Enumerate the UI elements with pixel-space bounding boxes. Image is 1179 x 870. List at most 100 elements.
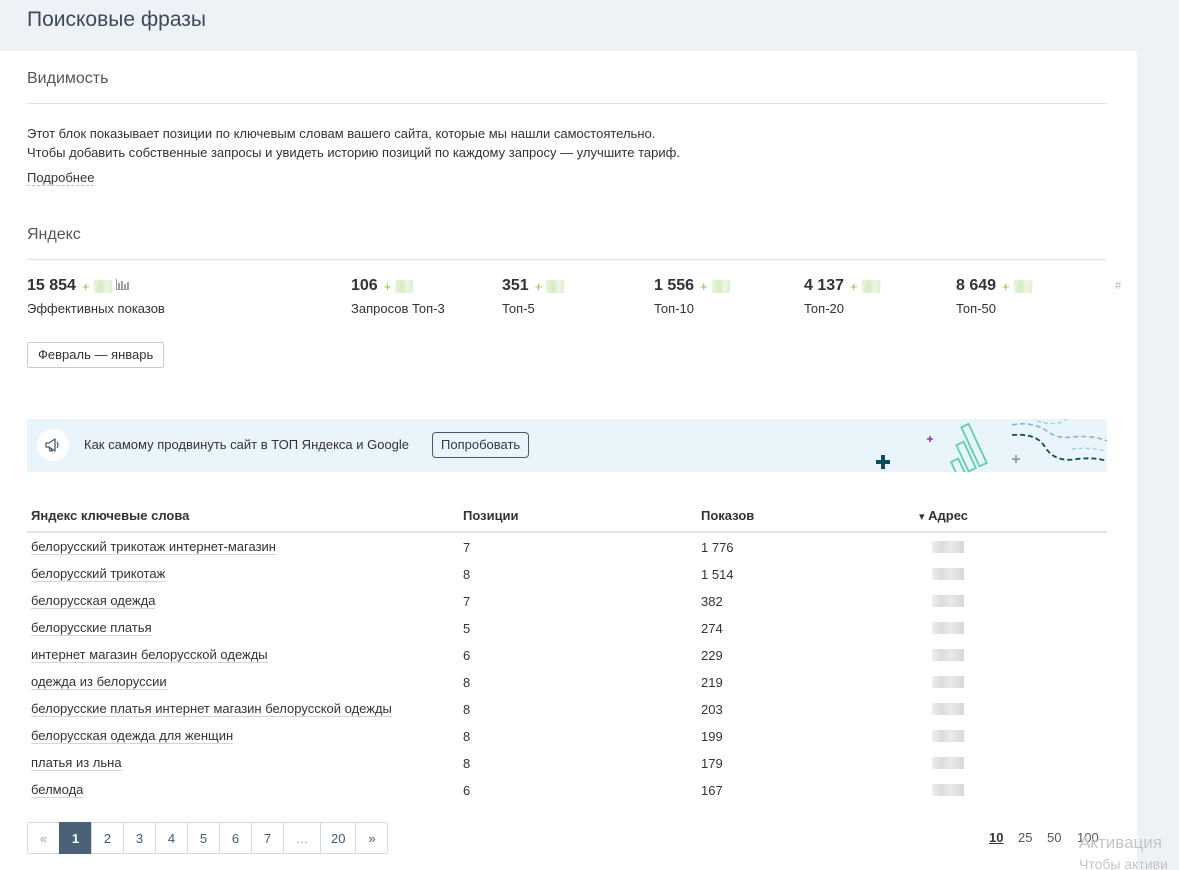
- promo-banner: Как самому продвинуть сайт в ТОП Яндекса…: [27, 419, 1107, 472]
- address-cell-hidden: [932, 676, 964, 688]
- visibility-description: Этот блок показывает позиции по ключевым…: [27, 124, 680, 162]
- keyword-link[interactable]: белорусский трикотаж: [31, 566, 166, 582]
- page-button-7[interactable]: 7: [251, 822, 284, 854]
- page-button-2[interactable]: 2: [91, 822, 124, 854]
- stat-label: Топ-20: [804, 301, 844, 317]
- page-size-10[interactable]: 10: [989, 830, 1004, 845]
- position-cell: 8: [463, 567, 471, 582]
- address-cell-hidden: [932, 649, 964, 661]
- keyword-link[interactable]: белорусские платья интернет магазин бело…: [31, 701, 392, 717]
- stat-delta-hidden: [546, 279, 565, 293]
- column-header-address[interactable]: ▾ Адрес: [919, 508, 968, 523]
- stat-label: Топ-10: [654, 301, 694, 317]
- page-button-20[interactable]: 20: [320, 822, 357, 854]
- prev-page-button[interactable]: «: [27, 822, 60, 854]
- stat-top50: 8 649 + Топ-50: [956, 277, 1032, 316]
- main-content: Видимость Этот блок показывает позиции п…: [0, 51, 1137, 870]
- keyword-link[interactable]: белорусская одежда для женщин: [31, 728, 234, 744]
- column-header-position[interactable]: Позиции: [463, 508, 519, 523]
- table-row: белорусский трикотаж 8 1 514: [27, 560, 1107, 587]
- stat-value: 1 556: [654, 277, 695, 294]
- stat-label: Запросов Топ-3: [351, 301, 445, 317]
- page-button-4[interactable]: 4: [155, 822, 188, 854]
- stat-top20: 4 137 + Топ-20: [804, 277, 880, 316]
- keyword-link[interactable]: белорусский трикотаж интернет-магазин: [31, 539, 276, 555]
- address-cell-hidden: [932, 703, 964, 715]
- page-header: Поисковые фразы: [0, 0, 1179, 51]
- next-page-button[interactable]: »: [355, 822, 389, 854]
- keywords-table: Яндекс ключевые слова Позиции Показов ▾ …: [27, 501, 1107, 803]
- page-button-5[interactable]: 5: [187, 822, 220, 854]
- position-cell: 7: [463, 594, 471, 609]
- stat-delta-hidden: [93, 279, 112, 293]
- table-row: белорусская одежда 7 382: [27, 587, 1107, 614]
- description-line-1: Этот блок показывает позиции по ключевым…: [27, 126, 656, 141]
- divider: [27, 103, 1107, 104]
- table-row: одежда из белоруссии 8 219: [27, 668, 1107, 695]
- stat-label: Топ-5: [502, 301, 535, 317]
- os-activation-watermark-text: Чтобы активи: [1079, 856, 1168, 870]
- os-activation-watermark-title: Активация: [1079, 833, 1162, 852]
- page-button-1[interactable]: 1: [59, 822, 92, 854]
- page-button-6[interactable]: 6: [219, 822, 252, 854]
- visibility-section-title: Видимость: [27, 70, 109, 87]
- hash-icon[interactable]: #: [1115, 280, 1122, 292]
- table-row: белорусская одежда для женщин 8 199: [27, 722, 1107, 749]
- table-row: белорусские платья 5 274: [27, 614, 1107, 641]
- stat-delta-hidden: [395, 279, 414, 293]
- description-line-2: Чтобы добавить собственные запросы и уви…: [27, 145, 680, 160]
- address-cell-hidden: [932, 784, 964, 796]
- position-cell: 6: [463, 648, 471, 663]
- keyword-link[interactable]: платья из льна: [31, 755, 122, 771]
- keyword-link[interactable]: белорусская одежда: [31, 593, 156, 609]
- column-header-keyword[interactable]: Яндекс ключевые слова: [31, 508, 190, 523]
- stat-value: 8 649: [956, 277, 997, 294]
- page-button-3[interactable]: 3: [123, 822, 156, 854]
- stat-delta-sign: +: [1002, 278, 1010, 294]
- stat-label: Топ-50: [956, 301, 996, 317]
- try-button[interactable]: Попробовать: [432, 432, 530, 458]
- page-size-100[interactable]: 100: [1077, 830, 1099, 845]
- megaphone-icon: [37, 429, 69, 461]
- impressions-cell: 179: [701, 756, 723, 771]
- yandex-section-title: Яндекс: [27, 226, 81, 243]
- stat-delta-sign: +: [383, 278, 392, 294]
- table-row: платья из льна 8 179: [27, 749, 1107, 776]
- position-cell: 7: [463, 540, 471, 555]
- position-cell: 8: [463, 675, 471, 690]
- stat-delta-hidden: [861, 279, 880, 293]
- decorative-chart-illustration: [876, 419, 1107, 472]
- address-cell-hidden: [932, 568, 964, 580]
- impressions-cell: 229: [701, 648, 723, 663]
- keyword-link[interactable]: одежда из белоруссии: [31, 674, 167, 690]
- banner-text: Как самому продвинуть сайт в ТОП Яндекса…: [84, 437, 410, 452]
- keyword-link[interactable]: белмода: [31, 782, 84, 798]
- stat-top5: 351 + Топ-5: [502, 277, 565, 317]
- bar-chart-icon[interactable]: [115, 277, 129, 295]
- position-cell: 8: [463, 729, 471, 744]
- sort-arrow-icon: ▾: [919, 511, 925, 523]
- more-link[interactable]: Подробнее: [27, 170, 95, 186]
- table-row: белорусский трикотаж интернет-магазин 7 …: [27, 533, 1107, 560]
- address-cell-hidden: [932, 730, 964, 742]
- table-row: белорусские платья интернет магазин бело…: [27, 695, 1107, 722]
- stat-delta-sign: +: [534, 278, 543, 294]
- position-cell: 8: [463, 702, 471, 717]
- stat-delta-sign: +: [81, 278, 90, 294]
- impressions-cell: 203: [701, 702, 723, 717]
- keyword-link[interactable]: белорусские платья: [31, 620, 152, 636]
- impressions-cell: 167: [701, 783, 723, 798]
- divider: [27, 259, 1107, 260]
- impressions-cell: 382: [701, 594, 723, 609]
- stat-value: 106: [351, 277, 378, 294]
- stat-value: 15 854: [27, 277, 76, 294]
- period-select-button[interactable]: Февраль — январь: [27, 342, 165, 368]
- stat-delta-hidden: [711, 279, 730, 293]
- page-ellipsis: …: [283, 822, 321, 854]
- keyword-link[interactable]: интернет магазин белорусской одежды: [31, 647, 268, 663]
- page-size-25[interactable]: 25: [1018, 830, 1033, 845]
- column-header-impressions[interactable]: Показов: [701, 508, 755, 523]
- stat-label: Эффективных показов: [27, 301, 165, 317]
- address-cell-hidden: [932, 757, 964, 769]
- page-size-50[interactable]: 50: [1047, 830, 1062, 845]
